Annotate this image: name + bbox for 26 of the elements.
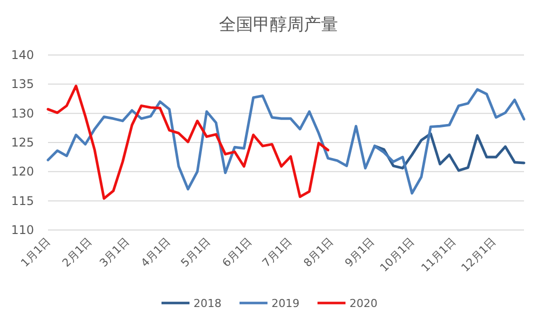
x-tick-label: 1月1日: [18, 234, 54, 270]
x-tick-label: 5月1日: [178, 234, 214, 270]
x-tick-label: 6月1日: [220, 234, 254, 270]
line-series: [46, 84, 330, 200]
y-tick-label: 135: [11, 77, 34, 92]
x-tick-label: 11月1日: [418, 234, 458, 275]
y-tick-label: 130: [11, 106, 34, 120]
y-tick-label: 110: [11, 223, 34, 237]
x-tick-label: 8月1日: [301, 234, 336, 270]
legend-label: 2019: [272, 297, 300, 310]
legend-label: 2020: [350, 297, 378, 310]
chart-title: 全国甲醇周产量: [219, 15, 338, 35]
x-tick-label: 9月1日: [342, 234, 378, 270]
line-series: [46, 88, 526, 195]
y-tick-label: 125: [11, 136, 34, 150]
x-tick-label: 4月1日: [138, 234, 174, 270]
x-tick-label: 2月1日: [60, 234, 94, 270]
y-tick-label: 115: [11, 194, 34, 208]
x-tick-label: 12月1日: [458, 234, 498, 275]
legend-label: 2018: [194, 297, 222, 310]
x-tick-label: 10月1日: [378, 234, 418, 275]
line-series: [373, 132, 526, 172]
x-tick-label: 7月1日: [260, 234, 294, 270]
y-tick-label: 120: [11, 164, 34, 179]
x-tick-label: 3月1日: [97, 234, 132, 270]
y-tick-label: 140: [11, 48, 34, 62]
